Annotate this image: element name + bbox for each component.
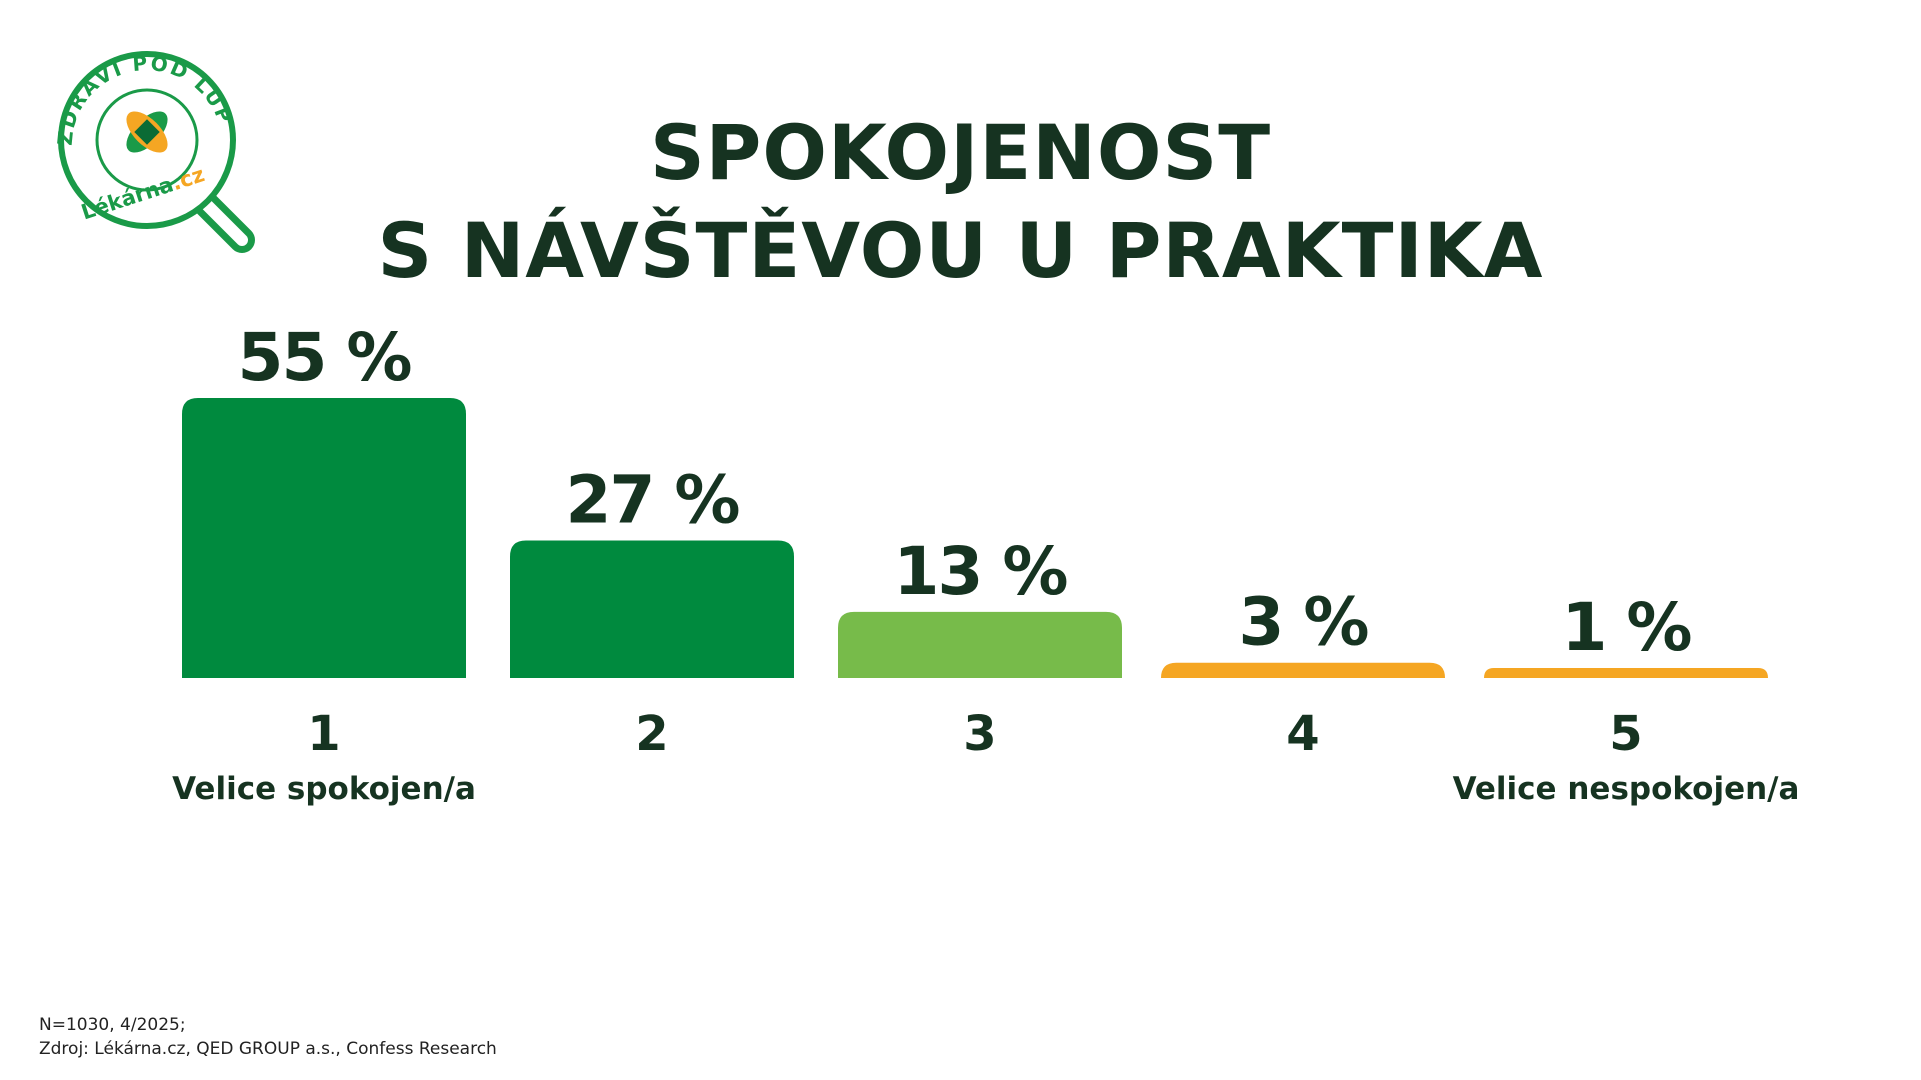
- value-label-1: 55 %: [238, 319, 412, 396]
- page-title-line-2: S NÁVŠTĚVOU U PRAKTIKA: [377, 206, 1544, 295]
- category-label-5: 5: [1609, 706, 1642, 762]
- bar-3: [838, 611, 1122, 678]
- value-label-4: 3 %: [1238, 584, 1368, 661]
- footnote-source: Zdroj: Lékárna.cz, QED GROUP a.s., Confe…: [39, 1039, 497, 1059]
- brand-logo: ZDRAVÍ POD LUPOU Lékárna.cz: [32, 28, 255, 253]
- category-label-4: 4: [1286, 706, 1319, 762]
- bar-5: [1484, 668, 1768, 678]
- category-sublabel-1: Velice spokojen/a: [172, 771, 476, 807]
- category-label-1: 1: [307, 706, 340, 762]
- category-sublabel-5: Velice nespokojen/a: [1453, 771, 1800, 807]
- footnote-sample: N=1030, 4/2025;: [39, 1015, 186, 1035]
- category-label-3: 3: [963, 706, 996, 762]
- value-label-5: 1 %: [1561, 589, 1691, 666]
- page-title-line-1: SPOKOJENOST: [649, 108, 1272, 197]
- value-label-2: 27 %: [566, 462, 740, 539]
- value-label-3: 13 %: [894, 533, 1068, 610]
- bar-4: [1161, 662, 1445, 678]
- bar-1: [182, 398, 466, 678]
- bar-2: [510, 540, 794, 678]
- clover-icon: [126, 111, 168, 153]
- category-label-2: 2: [635, 706, 668, 762]
